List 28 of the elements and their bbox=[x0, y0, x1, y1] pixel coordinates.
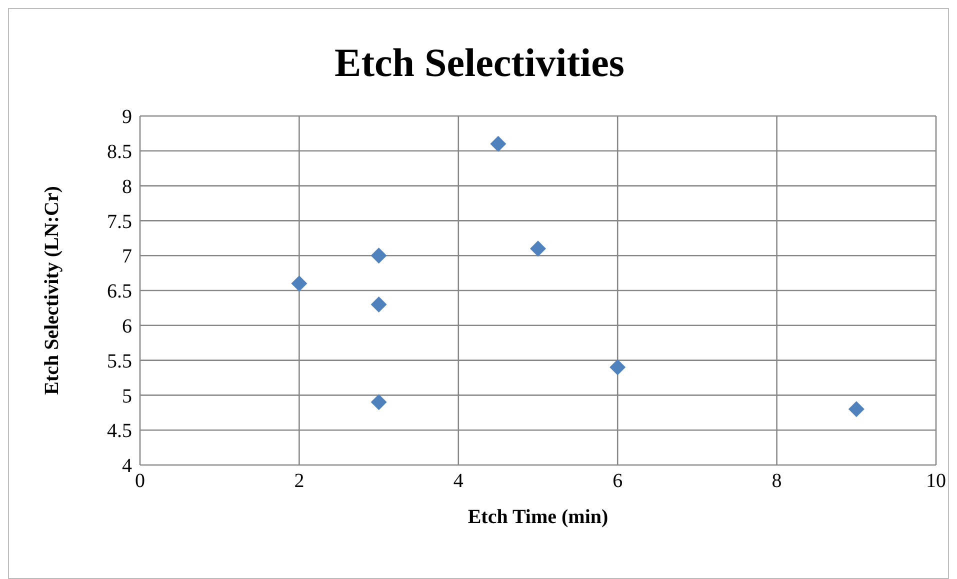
x-tick-label: 8 bbox=[772, 470, 782, 492]
y-tick-label: 9 bbox=[122, 106, 132, 128]
chart-title: Etch Selectivities bbox=[334, 39, 626, 86]
point bbox=[490, 136, 506, 152]
point bbox=[530, 240, 546, 257]
y-tick-label: 6.5 bbox=[107, 280, 132, 303]
x-axis-title: Etch Time (min) bbox=[468, 506, 608, 528]
y-tick-label: 6 bbox=[122, 316, 132, 338]
x-tick-label: 2 bbox=[294, 470, 304, 492]
point bbox=[370, 394, 387, 410]
y-axis-title: Etch Selectivity (LN:Cr) bbox=[41, 186, 64, 395]
point bbox=[610, 359, 626, 376]
y-tick-label: 5 bbox=[122, 385, 132, 408]
y-tick-label: 5.5 bbox=[107, 350, 132, 372]
point bbox=[291, 276, 308, 292]
y-tick-label: 4 bbox=[122, 455, 132, 478]
x-tick-label: 6 bbox=[612, 470, 623, 492]
y-tick-label: 8 bbox=[122, 176, 132, 198]
x-tick-label: 4 bbox=[453, 470, 464, 492]
y-tick-label: 7.5 bbox=[107, 210, 132, 233]
x-tick-label: 10 bbox=[926, 470, 946, 492]
point bbox=[848, 401, 864, 418]
x-tick-label: 0 bbox=[135, 470, 145, 492]
y-tick-label: 4.5 bbox=[107, 420, 132, 442]
point bbox=[370, 296, 387, 312]
y-tick-label: 7 bbox=[122, 246, 132, 268]
y-tick-label: 8.5 bbox=[107, 141, 132, 163]
point bbox=[370, 248, 387, 264]
